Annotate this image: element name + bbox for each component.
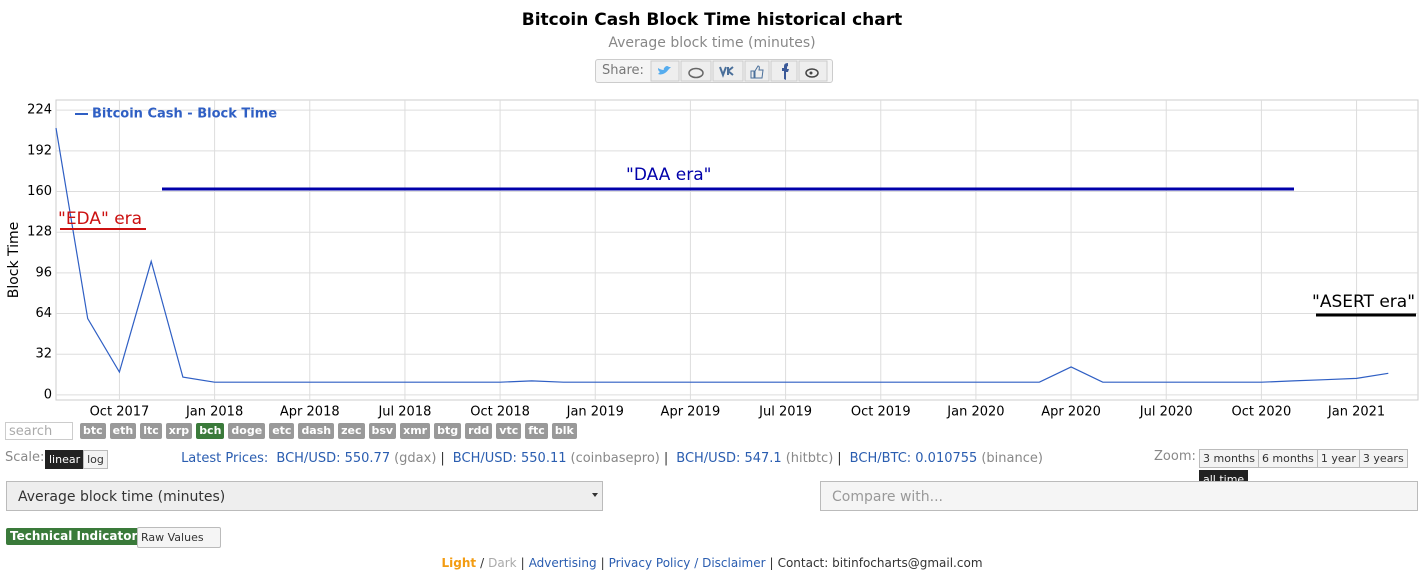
footer-link[interactable]: Dark bbox=[488, 556, 517, 570]
coin-tag[interactable]: ltc bbox=[140, 423, 162, 439]
coin-tag[interactable]: btg bbox=[434, 423, 462, 439]
y-tick-label: 96 bbox=[35, 265, 52, 280]
coin-tag[interactable]: bsv bbox=[368, 423, 397, 439]
footer-link[interactable]: Advertising bbox=[528, 556, 597, 570]
price-value[interactable]: BCH/USD: 547.1 bbox=[676, 451, 782, 466]
zoom-option[interactable]: 1 year bbox=[1316, 449, 1360, 468]
chart: Bitcoin Cash Block Time historical chart… bbox=[6, 10, 1419, 420]
x-tick-label: Jan 2019 bbox=[566, 405, 624, 420]
footer-separator: | bbox=[600, 556, 605, 570]
scale-linear[interactable]: linear bbox=[45, 450, 85, 469]
footer-link[interactable]: Light bbox=[441, 556, 477, 570]
latest-prices: Latest Prices: BCH/USD: 550.77 (gdax) | BCH… bbox=[0, 451, 1224, 466]
coin-tag[interactable]: doge bbox=[228, 423, 266, 439]
coin-tag[interactable]: xrp bbox=[165, 423, 193, 439]
zoom-option[interactable]: 3 years bbox=[1358, 449, 1408, 468]
indicators-select[interactable]: Raw Values bbox=[137, 527, 221, 548]
y-tick-label: 128 bbox=[27, 225, 52, 240]
price-separator: | bbox=[837, 451, 842, 466]
share-bar: Share: bbox=[595, 59, 833, 83]
x-tick-label: Oct 2017 bbox=[90, 405, 150, 420]
zoom-option[interactable]: 3 months bbox=[1199, 449, 1259, 468]
footer-separator: / bbox=[480, 556, 485, 570]
zoom-label: Zoom: bbox=[1154, 449, 1196, 464]
price-source: (binance) bbox=[981, 451, 1043, 466]
footer-link[interactable]: Privacy Policy / Disclaimer bbox=[608, 556, 766, 570]
price-value[interactable]: BCH/BTC: 0.010755 bbox=[849, 451, 978, 466]
annotation-text: "DAA era" bbox=[626, 165, 711, 185]
x-tick-label: Jan 2021 bbox=[1327, 405, 1385, 420]
prices-label: Latest Prices: bbox=[181, 451, 269, 466]
price-separator: | bbox=[440, 451, 445, 466]
scale-label: Scale: bbox=[5, 450, 45, 465]
price-source: (hitbtc) bbox=[785, 451, 834, 466]
search-input[interactable]: search bbox=[5, 422, 73, 440]
y-tick-label: 192 bbox=[27, 143, 52, 158]
chart-subtitle: Average block time (minutes) bbox=[608, 35, 815, 51]
chart-title: Bitcoin Cash Block Time historical chart bbox=[522, 10, 902, 30]
metric-select-text: Average block time (minutes) bbox=[18, 489, 226, 505]
y-tick-label: 0 bbox=[44, 387, 52, 402]
metric-select[interactable]: Average block time (minutes) bbox=[6, 481, 603, 511]
coin-tag[interactable]: btc bbox=[80, 423, 106, 439]
indicators-label: Technical Indicators: bbox=[6, 528, 154, 545]
coin-tag[interactable]: vtc bbox=[496, 423, 522, 439]
y-tick-label: 224 bbox=[27, 103, 52, 118]
price-source: (coinbasepro) bbox=[570, 451, 660, 466]
footer-link[interactable]: Contact: bitinfocharts@gmail.com bbox=[777, 556, 983, 570]
x-tick-label: Jul 2018 bbox=[377, 405, 431, 420]
select-arrow bbox=[592, 493, 598, 498]
price-value[interactable]: BCH/USD: 550.11 bbox=[452, 451, 567, 466]
x-tick-label: Oct 2020 bbox=[1232, 405, 1292, 420]
coin-tag[interactable]: ftc bbox=[525, 423, 548, 439]
y-axis-label: Block Time bbox=[6, 222, 22, 299]
annotation-text: "ASERT era" bbox=[1312, 292, 1415, 312]
scale-options: linear log bbox=[45, 448, 108, 469]
price-source: (gdax) bbox=[394, 451, 437, 466]
coin-tag[interactable]: xmr bbox=[400, 423, 431, 439]
y-tick-label: 32 bbox=[35, 347, 52, 362]
y-tick-label: 160 bbox=[27, 184, 52, 199]
zoom-option[interactable]: 6 months bbox=[1257, 449, 1318, 468]
x-tick-label: Apr 2020 bbox=[1041, 405, 1101, 420]
y-tick-label: 64 bbox=[35, 306, 52, 321]
x-tick-label: Jan 2018 bbox=[185, 405, 243, 420]
x-tick-label: Apr 2019 bbox=[661, 405, 721, 420]
footer: Light / Dark | Advertising | Privacy Policy / … bbox=[0, 556, 1424, 570]
coin-tag[interactable]: rdd bbox=[465, 423, 493, 439]
compare-select[interactable]: Compare with... bbox=[820, 481, 1418, 511]
coin-tag[interactable]: blk bbox=[551, 423, 577, 439]
share-label: Share: bbox=[602, 63, 644, 78]
x-tick-label: Oct 2019 bbox=[851, 405, 911, 420]
x-tick-label: Jul 2019 bbox=[758, 405, 812, 420]
x-tick-label: Oct 2018 bbox=[470, 405, 530, 420]
annotation-text: "EDA" era bbox=[58, 209, 142, 229]
coin-tag[interactable]: eth bbox=[109, 423, 137, 439]
x-tick-label: Apr 2018 bbox=[280, 405, 340, 420]
coin-tag[interactable]: etc bbox=[269, 423, 295, 439]
x-tick-label: Jul 2020 bbox=[1139, 405, 1193, 420]
share-icons[interactable] bbox=[650, 60, 832, 82]
series-line bbox=[55, 127, 1389, 383]
coin-tag[interactable]: zec bbox=[338, 423, 365, 439]
footer-separator: | bbox=[520, 556, 525, 570]
compare-select-text: Compare with... bbox=[832, 489, 944, 505]
footer-separator: | bbox=[769, 556, 774, 570]
price-separator: | bbox=[663, 451, 669, 466]
scale-log[interactable]: log bbox=[83, 450, 108, 469]
legend-label: Bitcoin Cash - Block Time bbox=[92, 107, 277, 122]
x-tick-label: Jan 2020 bbox=[946, 405, 1004, 420]
coin-tag[interactable]: bch bbox=[196, 423, 225, 439]
coin-tag[interactable]: dash bbox=[298, 423, 335, 439]
price-value[interactable]: BCH/USD: 550.77 bbox=[276, 451, 391, 466]
plot-frame bbox=[55, 99, 1419, 401]
